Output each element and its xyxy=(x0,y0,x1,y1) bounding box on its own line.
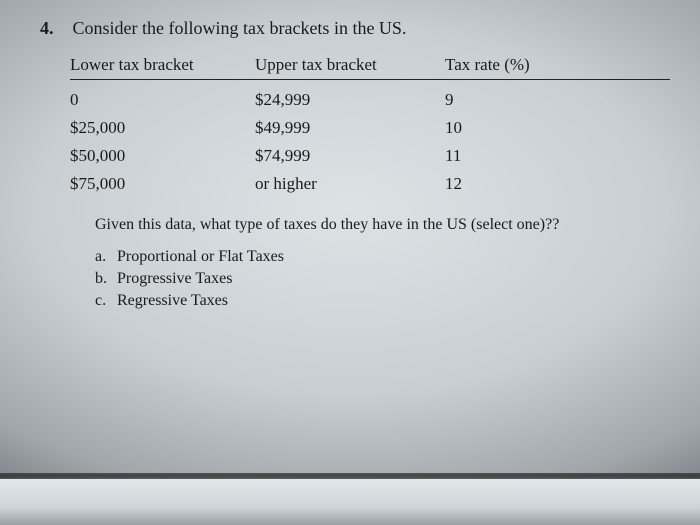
option-label: a. xyxy=(95,248,117,266)
cell-lower: $75,000 xyxy=(70,174,255,194)
col-header-rate: Tax rate (%) xyxy=(445,55,585,75)
page: 4. Consider the following tax brackets i… xyxy=(0,0,700,312)
cell-upper: $24,999 xyxy=(255,90,445,110)
option-label: c. xyxy=(95,292,117,310)
cell-upper: or higher xyxy=(255,174,445,194)
option-label: b. xyxy=(95,270,117,288)
bottom-region xyxy=(0,479,700,525)
col-header-upper: Upper tax bracket xyxy=(255,55,445,75)
table-header-row: Lower tax bracket Upper tax bracket Tax … xyxy=(70,55,670,80)
cell-rate: 12 xyxy=(445,174,585,194)
table-row: 0 $24,999 9 xyxy=(70,86,670,114)
option-c: c. Regressive Taxes xyxy=(95,290,670,312)
col-header-lower: Lower tax bracket xyxy=(70,55,255,75)
cell-rate: 11 xyxy=(445,146,585,166)
cell-rate: 10 xyxy=(445,118,585,138)
cell-upper: $74,999 xyxy=(255,146,445,166)
table-row: $25,000 $49,999 10 xyxy=(70,114,670,142)
cell-lower: $25,000 xyxy=(70,118,255,138)
tax-bracket-table: Lower tax bracket Upper tax bracket Tax … xyxy=(70,55,670,198)
question-prompt: Consider the following tax brackets in t… xyxy=(73,18,407,38)
table-row: $75,000 or higher 12 xyxy=(70,170,670,198)
option-text: Regressive Taxes xyxy=(117,292,228,310)
cell-rate: 9 xyxy=(445,90,585,110)
option-text: Proportional or Flat Taxes xyxy=(117,248,284,266)
option-b: b. Progressive Taxes xyxy=(95,268,670,290)
answer-options: a. Proportional or Flat Taxes b. Progres… xyxy=(95,246,670,312)
cell-lower: 0 xyxy=(70,90,255,110)
followup-question: Given this data, what type of taxes do t… xyxy=(95,216,670,234)
cell-upper: $49,999 xyxy=(255,118,445,138)
cell-lower: $50,000 xyxy=(70,146,255,166)
table-row: $50,000 $74,999 11 xyxy=(70,142,670,170)
question-number: 4. xyxy=(40,18,68,39)
option-a: a. Proportional or Flat Taxes xyxy=(95,246,670,268)
question-header: 4. Consider the following tax brackets i… xyxy=(40,18,670,39)
option-text: Progressive Taxes xyxy=(117,270,232,288)
